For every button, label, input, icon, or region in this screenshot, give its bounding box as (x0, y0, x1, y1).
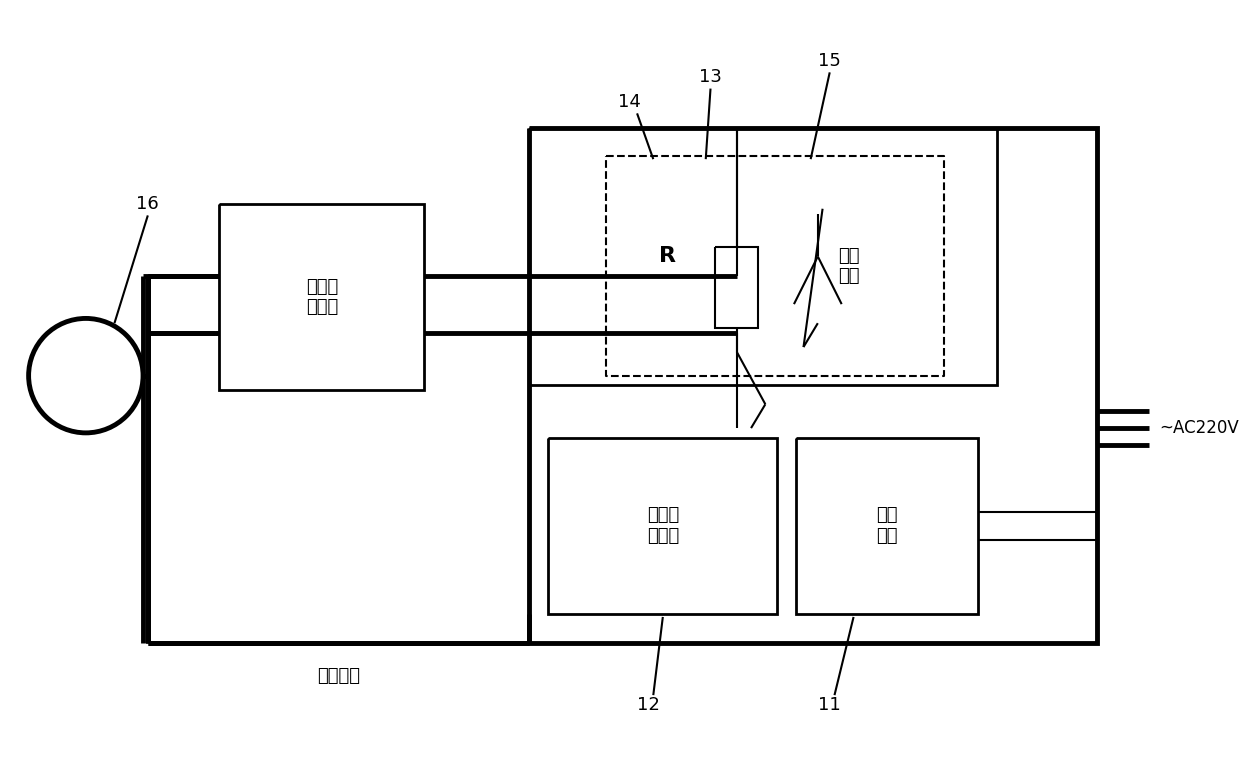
Text: 11: 11 (818, 696, 841, 713)
Text: 谐振判
断模块: 谐振判 断模块 (647, 506, 680, 545)
Text: R: R (660, 247, 676, 266)
Text: ~AC220V: ~AC220V (1158, 419, 1239, 437)
Text: 电源
模块: 电源 模块 (877, 506, 898, 545)
Text: 消谐
模块: 消谐 模块 (838, 247, 861, 286)
Text: 开口三
角回路: 开口三 角回路 (306, 278, 339, 317)
Text: 零序电流: 零序电流 (317, 667, 360, 685)
Text: 12: 12 (637, 696, 660, 713)
Text: 16: 16 (136, 195, 159, 213)
Text: 13: 13 (699, 68, 722, 86)
Text: 14: 14 (618, 93, 641, 111)
Text: 15: 15 (818, 52, 841, 70)
